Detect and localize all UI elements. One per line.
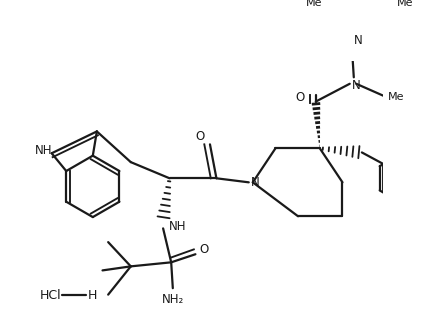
Text: H: H	[88, 289, 97, 302]
Text: O: O	[294, 91, 304, 104]
Text: N: N	[353, 34, 361, 47]
Text: Me: Me	[396, 0, 412, 8]
Text: NH: NH	[169, 220, 186, 233]
Text: O: O	[195, 130, 205, 143]
Text: Me: Me	[305, 0, 322, 8]
Text: HCl: HCl	[40, 289, 61, 302]
Text: NH: NH	[35, 144, 52, 156]
Text: N: N	[250, 176, 259, 189]
Text: O: O	[198, 243, 208, 256]
Text: N: N	[351, 79, 360, 92]
Text: NH₂: NH₂	[161, 293, 184, 306]
Text: Me: Me	[388, 92, 404, 102]
